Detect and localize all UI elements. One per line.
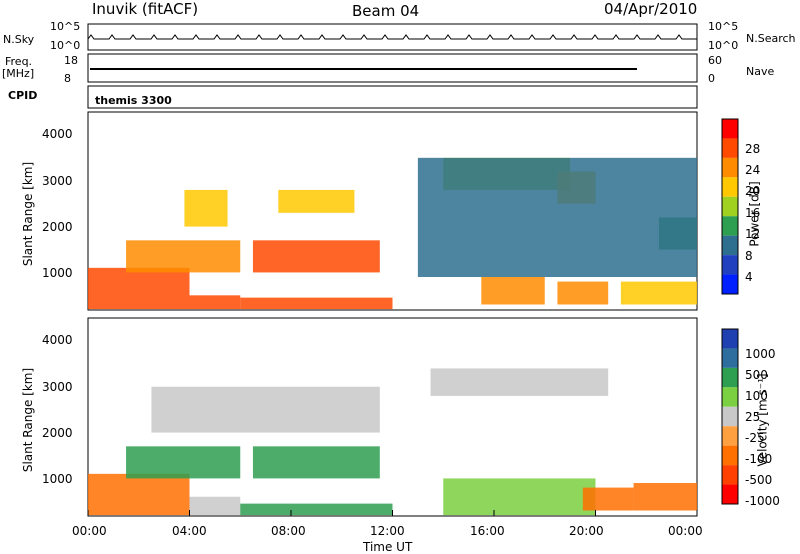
velocity-region-6: [430, 368, 609, 396]
freq-unit-label: [MHz]: [2, 67, 35, 80]
power-ylabel: Slant Range [km]: [21, 161, 36, 267]
velocity-region-4: [252, 446, 380, 479]
velocity-colorbar-swatch-8: [722, 484, 738, 504]
power-colorbar-swatch-4: [722, 196, 738, 217]
nsky-trace: [87, 34, 697, 40]
nsky-label: N.Sky: [3, 33, 35, 46]
power-cbar-tick-4: 4: [745, 270, 753, 284]
xtick-20: 20:00: [569, 524, 604, 538]
power-colorbar-swatch-7: [722, 255, 738, 275]
power-ytick-4000: 4000: [42, 127, 73, 141]
nsearch-tick-top: 10^5: [708, 20, 739, 33]
velocity-ytick-1000: 1000: [42, 472, 73, 486]
xtick-08: 08:00: [271, 524, 306, 538]
cpid-value: themis 3300: [95, 94, 172, 107]
power-cbar-label: Power [dB]: [747, 181, 762, 247]
power-colorbar-swatch-1: [722, 138, 738, 158]
power-colorbar-frame: [721, 118, 739, 295]
velocity-cbar-tick-neg1000: -1000: [745, 494, 780, 508]
power-region-11: [620, 281, 697, 305]
power-region-10: [557, 281, 609, 305]
nsky-tick-top: 10^5: [50, 20, 81, 33]
velocity-region-9: [633, 483, 697, 511]
velocity-cbar-tick-neg500: -500: [745, 473, 773, 487]
velocity-colorbar-swatch-0: [722, 329, 738, 349]
velocity-colorbar-swatch-7: [722, 465, 738, 485]
power-region-3: [126, 240, 241, 273]
power-colorbar-swatch-8: [722, 274, 738, 294]
nsearch-tick-bottom: 10^0: [708, 39, 739, 52]
nsky-frame: [87, 23, 698, 51]
power-cbar-tick-16: 16: [745, 206, 761, 220]
power-region-9: [481, 277, 545, 305]
velocity-colorbar-swatch-2: [722, 367, 738, 388]
power-region-6: [278, 189, 355, 213]
freq-tick-top: 18: [64, 54, 78, 67]
velocity-ytick-2000: 2000: [42, 426, 73, 440]
xtick-24: 00:00: [668, 524, 703, 538]
velocity-ytick-4000: 4000: [42, 333, 73, 347]
nave-tick-top: 60: [708, 54, 722, 67]
xtick-12: 12:00: [370, 524, 405, 538]
velocity-cbar-tick-neg100: -100: [745, 452, 773, 466]
power-ytick-3000: 3000: [42, 174, 73, 188]
velocity-colorbar-swatch-4: [722, 406, 738, 427]
freq-frame: [87, 53, 698, 83]
velocity-colorbar-swatch-6: [722, 445, 738, 466]
cpid-frame: [87, 85, 698, 109]
cpid-label: CPID: [8, 89, 38, 102]
power-region-2: [240, 297, 393, 310]
station-title: Inuvik (fitACF): [92, 0, 199, 18]
nave-label: Nave: [746, 65, 775, 78]
power-cbar-tick-8: 8: [745, 249, 753, 263]
velocity-ytick-3000: 3000: [42, 380, 73, 394]
velocity-colorbar-frame: [721, 328, 739, 505]
velocity-cbar-tick-500: 500: [745, 368, 768, 382]
beam-title: Beam 04: [352, 2, 420, 20]
velocity-region-0: [88, 473, 190, 516]
velocity-region-2: [240, 503, 393, 516]
power-region-13: [417, 157, 697, 277]
xtick-00: 00:00: [72, 524, 107, 538]
velocity-colorbar-swatch-3: [722, 387, 738, 407]
power-ytick-2000: 2000: [42, 220, 73, 234]
power-cbar-tick-12: 12: [745, 227, 761, 241]
xtick-04: 04:00: [172, 524, 207, 538]
xaxis-label: Time UT: [363, 540, 413, 554]
freq-tick-bottom: 8: [64, 72, 71, 85]
power-region-5: [184, 189, 228, 227]
velocity-region-3: [126, 446, 241, 479]
nave-tick-bottom: 0: [708, 72, 715, 85]
freq-label: Freq.: [5, 55, 33, 68]
power-colorbar-swatch-6: [722, 235, 738, 256]
velocity-region-5: [151, 386, 380, 433]
power-cbar-tick-20: 20: [745, 184, 761, 198]
velocity-colorbar-swatch-5: [722, 426, 738, 446]
velocity-cbar-tick-1000: 1000: [745, 347, 776, 361]
velocity-cbar-tick-25: 25: [745, 410, 761, 424]
power-region-0: [88, 267, 190, 310]
velocity-region-7: [443, 478, 596, 516]
power-cbar-tick-24: 24: [745, 163, 761, 177]
power-colorbar-swatch-0: [722, 119, 738, 139]
velocity-region-1: [189, 496, 241, 516]
power-ytick-1000: 1000: [42, 266, 73, 280]
velocity-cbar-tick-100: 100: [745, 389, 768, 403]
power-region-4: [252, 240, 380, 273]
date-title: 04/Apr/2010: [604, 0, 698, 18]
xtick-16: 16:00: [470, 524, 505, 538]
velocity-cbar-tick-neg25: -25: [745, 431, 765, 445]
power-colorbar-swatch-5: [722, 216, 738, 236]
velocity-ylabel: Slant Range [km]: [21, 367, 36, 473]
velocity-colorbar-swatch-1: [722, 348, 738, 368]
velocity-cbar-label: Velocity [m s⁻¹]: [755, 373, 770, 467]
power-colorbar-swatch-2: [722, 157, 738, 178]
power-region-1: [189, 295, 241, 310]
power-colorbar-swatch-3: [722, 177, 738, 197]
power-cbar-tick-28: 28: [745, 142, 761, 156]
velocity-region-8: [582, 487, 634, 511]
nsky-tick-bottom: 10^0: [50, 39, 81, 52]
nsearch-label: N.Search: [746, 32, 796, 45]
